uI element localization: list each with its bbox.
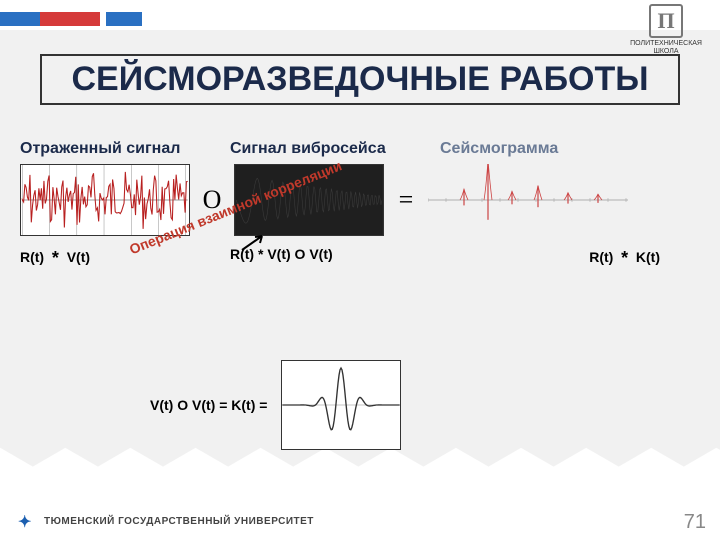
column-labels: Отраженный сигнал Сигнал вибросейса Сейс… [20,140,700,158]
graph-row: O = [20,164,700,236]
graph-reflected [20,164,190,236]
page-title: СЕЙСМОРАЗВЕДОЧНЫЕ РАБОТЫ [40,54,680,105]
footer-text: ТЮМЕНСКИЙ ГОСУДАРСТВЕННЫЙ УНИВЕРСИТЕТ [44,516,314,527]
formula-row: R(t) * V(t) R(t) * V(t) O V(t) R(t) * K(… [20,246,700,267]
bottom-row: V(t) O V(t) = K(t) = [150,360,401,450]
f3-rt: R(t) [589,249,613,265]
label-reflected: Отраженный сигнал [20,140,230,158]
formula-1: R(t) * V(t) [20,246,230,267]
arrow-icon [240,232,270,252]
footer: ✦ ТЮМЕНСКИЙ ГОСУДАРСТВЕННЫЙ УНИВЕРСИТЕТ [18,512,314,530]
graph-wavelet [281,360,401,450]
f3-kt: K(t) [636,249,660,265]
label-seismogram: Сейсмограмма [440,140,660,158]
main-content: Отраженный сигнал Сигнал вибросейса Сейс… [20,140,700,267]
asterisk-icon: * [52,248,59,268]
title-block: СЕЙСМОРАЗВЕДОЧНЫЕ РАБОТЫ [40,54,680,105]
formula-3: R(t) * K(t) [440,246,660,267]
graph-seismogram [428,164,628,236]
top-accent-bar [0,12,142,26]
logo-line1: ПОЛИТЕХНИЧЕСКАЯ [630,40,702,48]
asterisk-icon: * [621,248,628,268]
f1-vt: V(t) [67,249,90,265]
label-vibroseis: Сигнал вибросейса [230,140,440,158]
operator-eq: = [392,185,420,215]
logo-block: П ПОЛИТЕХНИЧЕСКАЯ ШКОЛА [630,4,702,55]
f1-rt: R(t) [20,249,44,265]
formula-bottom: V(t) O V(t) = K(t) = [150,397,267,413]
page-number: 71 [684,511,706,534]
footer-icon: ✦ [18,512,36,530]
logo-icon: П [649,4,683,38]
